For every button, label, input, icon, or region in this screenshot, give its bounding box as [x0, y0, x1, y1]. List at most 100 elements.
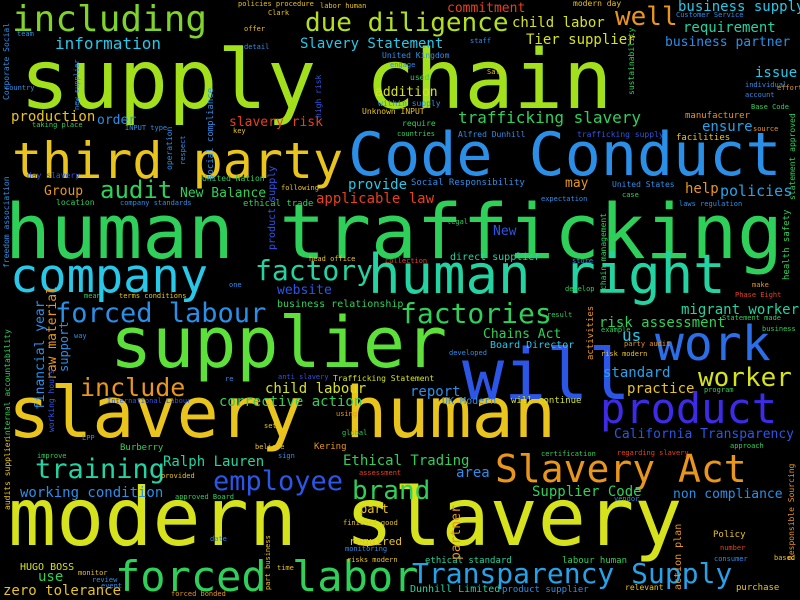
- word: account: [745, 91, 775, 99]
- word: program: [704, 386, 734, 394]
- word: forced bonded: [171, 590, 226, 598]
- word: based: [774, 554, 796, 562]
- word: help: [685, 181, 719, 197]
- word: child labour: [265, 381, 367, 397]
- word: facilities: [676, 133, 731, 143]
- word: HUGO BOSS: [20, 562, 75, 573]
- word: working hours: [47, 369, 56, 432]
- word: business: [762, 325, 796, 333]
- word: support: [57, 321, 71, 372]
- word: way: [74, 332, 87, 340]
- word: employee: [213, 466, 344, 497]
- word: ensure: [702, 119, 753, 135]
- word: Slavery Act: [495, 447, 747, 491]
- word: event: [101, 582, 123, 590]
- word: product: [600, 384, 778, 433]
- word: sustainability: [627, 27, 636, 95]
- word: Customer Service: [676, 11, 744, 19]
- word: make: [752, 281, 769, 289]
- word: within supply: [378, 99, 441, 108]
- word: case: [622, 191, 639, 199]
- word: child labor: [512, 15, 605, 31]
- word: United Nation: [202, 174, 265, 183]
- word: will: [462, 334, 631, 416]
- word: develop: [565, 285, 595, 293]
- word: engage: [390, 61, 416, 69]
- word: corrective action: [219, 394, 363, 410]
- word: migrant worker: [681, 302, 800, 318]
- word: staff: [470, 37, 492, 45]
- word: Chains Act: [483, 327, 562, 342]
- word: company standards: [120, 199, 192, 207]
- word: Kering: [314, 442, 347, 452]
- word: ethical standard: [425, 556, 512, 566]
- word: effort: [777, 84, 800, 92]
- word: following: [281, 184, 319, 192]
- word: source: [753, 125, 779, 133]
- word: work: [655, 316, 771, 372]
- word: policies: [720, 182, 793, 200]
- word: area: [456, 465, 490, 481]
- word: business partner: [665, 35, 791, 50]
- word: developed: [449, 349, 487, 357]
- word: trafficking supply: [577, 130, 664, 139]
- word: countries: [397, 130, 435, 138]
- word: part business: [264, 535, 272, 590]
- word: using: [336, 410, 358, 418]
- word: United Kingdom: [382, 51, 450, 60]
- word: certification: [541, 450, 596, 458]
- word: issue: [755, 65, 798, 81]
- word: information: [55, 34, 161, 53]
- word: Phase Eight: [735, 291, 782, 299]
- word: Slavery Statement: [300, 36, 444, 52]
- word: purchase: [736, 583, 780, 593]
- word: Base Code: [751, 103, 789, 111]
- word: LPP: [82, 434, 95, 442]
- word: store: [572, 257, 594, 265]
- word: order: [97, 113, 137, 128]
- word: Tier supplier: [526, 32, 636, 48]
- word: assessment: [359, 469, 402, 477]
- word: laws regulation: [679, 200, 743, 208]
- word: standard: [603, 365, 671, 381]
- word: chain management: [599, 212, 608, 290]
- word: regarding slavery: [617, 449, 689, 457]
- word: health safety: [782, 209, 792, 280]
- word: global: [342, 429, 368, 437]
- word: action plan: [673, 523, 684, 590]
- word: example: [601, 326, 631, 334]
- word: offer: [244, 25, 266, 33]
- word: improve: [37, 452, 67, 460]
- word: vendor: [614, 495, 640, 503]
- word: non compliance: [673, 487, 783, 502]
- word: labor human: [320, 2, 367, 10]
- word: including: [12, 0, 208, 40]
- word: United States: [612, 180, 675, 189]
- word: worker: [698, 363, 792, 393]
- word: Statement made: [722, 314, 782, 322]
- word: factories: [400, 297, 552, 330]
- word: re: [225, 375, 234, 383]
- word: use: [38, 569, 64, 585]
- word: finished good: [343, 519, 398, 527]
- word: taking place: [32, 121, 83, 129]
- word: Policy: [713, 530, 746, 540]
- word: website: [277, 283, 332, 298]
- word: social compliance: [206, 87, 216, 180]
- word: California Transparency: [614, 427, 795, 442]
- word: forced labour: [55, 298, 267, 329]
- word: product supplier: [502, 585, 589, 595]
- word: include: [80, 373, 186, 402]
- word: Trafficking Statement: [333, 374, 435, 383]
- word: internal accountability: [3, 329, 12, 440]
- word: supplier: [110, 302, 448, 384]
- word: key: [233, 127, 246, 135]
- word: expectation: [541, 195, 588, 203]
- word: set: [264, 422, 277, 430]
- word: collection: [385, 257, 428, 265]
- word: date: [210, 535, 227, 543]
- word: practice: [627, 381, 695, 397]
- word: Burberry: [120, 443, 164, 453]
- word: operation: [165, 126, 174, 170]
